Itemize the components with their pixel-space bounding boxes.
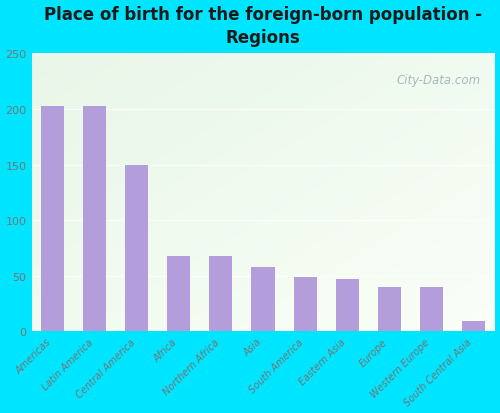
Bar	[168, 256, 190, 332]
Bar	[420, 287, 443, 332]
Title: Place of birth for the foreign-born population -
Regions: Place of birth for the foreign-born popu…	[44, 5, 482, 47]
Bar	[294, 277, 316, 332]
Bar	[252, 267, 274, 332]
Bar	[125, 165, 148, 332]
Text: City-Data.com: City-Data.com	[396, 74, 480, 87]
Bar	[83, 106, 106, 332]
Bar	[210, 256, 233, 332]
Bar	[41, 106, 64, 332]
Bar	[378, 287, 401, 332]
Bar	[462, 322, 485, 332]
Bar	[336, 280, 358, 332]
